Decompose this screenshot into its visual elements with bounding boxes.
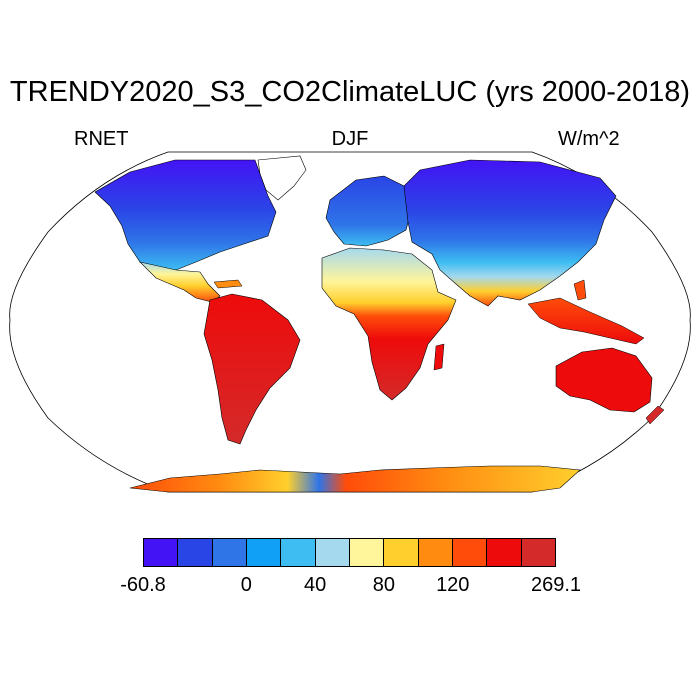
colorbar-swatch [246,539,282,566]
colorbar-swatch [384,539,419,566]
colorbar-tick-label: 80 [372,574,396,596]
south-america-region [203,293,301,445]
map-title: TRENDY2020_S3_CO2ClimateLUC (yrs 2000-20… [9,76,691,108]
europe-region [325,175,413,247]
colorbar-swatch [212,539,247,566]
africa-region [321,247,457,401]
colorbar-tick-label: 0 [240,574,252,596]
colorbar-tick-label: 40 [303,574,327,596]
colorbar-swatch [281,539,316,566]
colorbar-swatch [144,539,179,566]
colorbar-swatch [521,539,555,566]
colorbar-tick-label: 269.1 [530,574,582,596]
colorbar-swatch [178,539,213,566]
season-label: DJF [331,128,369,150]
colorbar-tick-label: 120 [436,574,470,596]
units-label: W/m^2 [558,128,620,150]
philippines-region [573,279,587,301]
colorbar-swatch [418,539,453,566]
southeast-asia-islands [527,297,645,345]
colorbar-tick-label: -60.8 [120,574,166,596]
antarctica-region [129,465,581,493]
asia-region [403,159,617,307]
caribbean-islands [213,279,243,289]
colorbar-swatch [349,539,385,566]
colorbar-swatch [315,539,350,566]
australia-region [555,347,653,413]
variable-label: RNET [74,128,129,150]
colorbar [143,538,556,567]
north-america-region [94,159,277,271]
new-zealand-region [645,405,665,425]
colorbar-swatch [487,539,522,566]
madagascar-region [433,343,445,371]
colorbar-swatch [452,539,488,566]
